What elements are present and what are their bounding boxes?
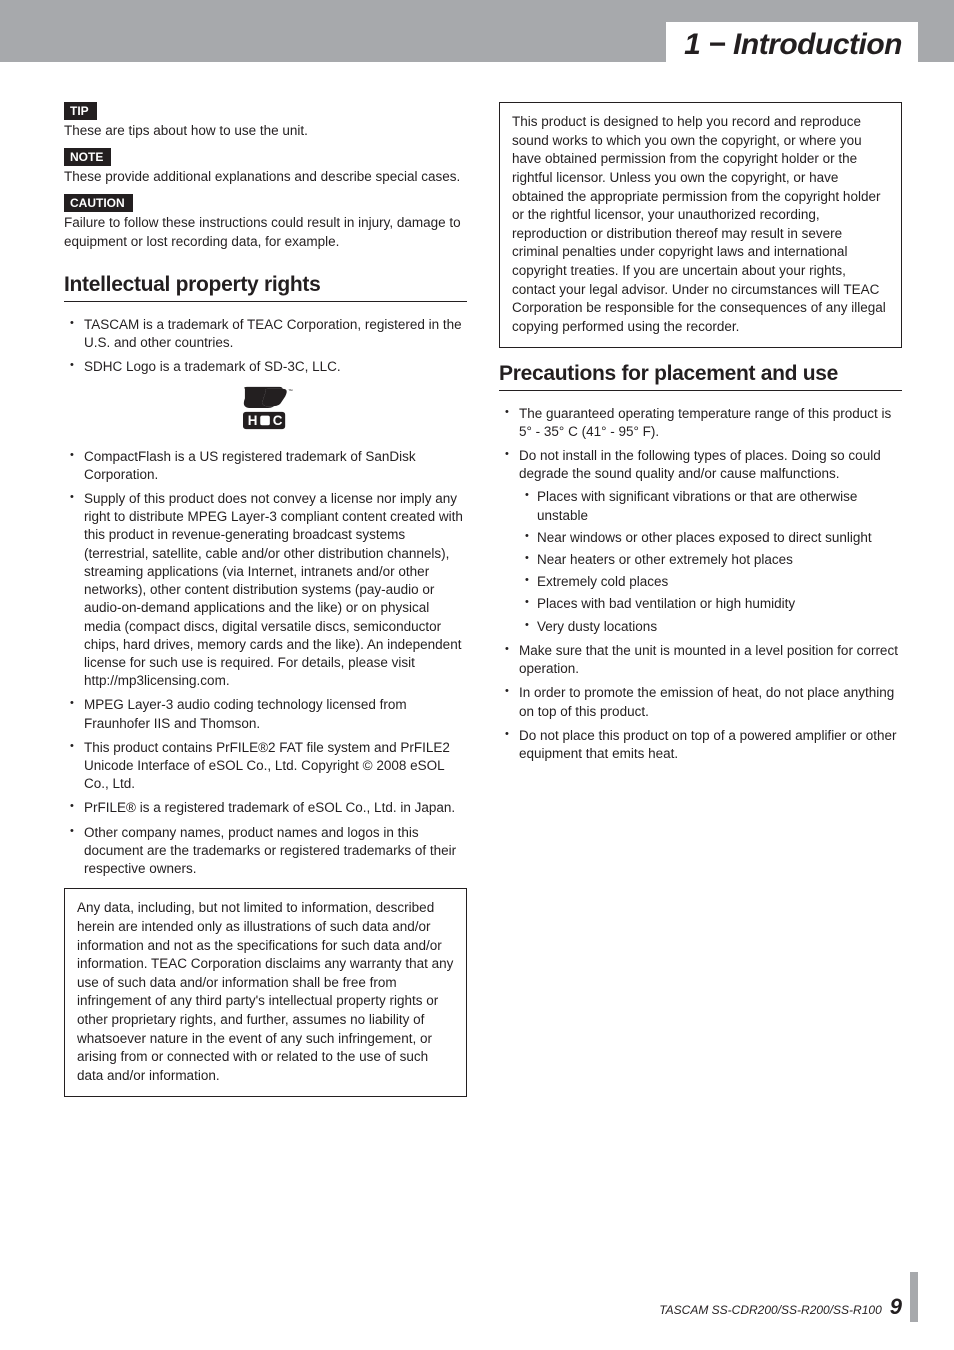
precautions-heading: Precautions for placement and use (499, 362, 902, 391)
page-number: 9 (890, 1294, 902, 1320)
caution-text: Failure to follow these instructions cou… (64, 214, 467, 250)
list-item: In order to promote the emission of heat… (501, 684, 902, 720)
list-item-text: Do not install in the following types of… (519, 448, 881, 481)
ipr-list-2: CompactFlash is a US registered trademar… (64, 448, 467, 879)
list-item: Places with significant vibrations or th… (521, 488, 902, 524)
page-content: TIP These are tips about how to use the … (0, 62, 954, 1262)
header-band: 1 − Introduction (0, 0, 954, 62)
disclaimer-box-2: This product is designed to help you rec… (499, 102, 902, 348)
tip-text: These are tips about how to use the unit… (64, 122, 467, 140)
caution-label: CAUTION (64, 194, 133, 212)
list-item: Do not install in the following types of… (501, 447, 902, 636)
list-item: This product contains PrFILE®2 FAT file … (66, 739, 467, 794)
header-title-box: 1 − Introduction (666, 22, 918, 62)
list-item: MPEG Layer-3 audio coding technology lic… (66, 696, 467, 732)
note-block: NOTE These provide additional explanatio… (64, 148, 467, 186)
list-item: Other company names, product names and l… (66, 824, 467, 879)
list-item: PrFILE® is a registered trademark of eSO… (66, 799, 467, 817)
list-item: SDHC Logo is a trademark of SD-3C, LLC. (66, 358, 467, 376)
precautions-sublist: Places with significant vibrations or th… (519, 488, 902, 636)
note-label: NOTE (64, 148, 111, 166)
svg-text:™: ™ (288, 388, 293, 394)
list-item: The guaranteed operating temperature ran… (501, 405, 902, 441)
list-item: Extremely cold places (521, 573, 902, 591)
list-item: Make sure that the unit is mounted in a … (501, 642, 902, 678)
list-item: Supply of this product does not convey a… (66, 490, 467, 690)
list-item: Do not place this product on top of a po… (501, 727, 902, 763)
footer-accent-bar (910, 1272, 918, 1322)
list-item: Very dusty locations (521, 618, 902, 636)
tip-block: TIP These are tips about how to use the … (64, 102, 467, 140)
list-item: Near windows or other places exposed to … (521, 529, 902, 547)
svg-text:H: H (247, 413, 257, 428)
list-item: Places with bad ventilation or high humi… (521, 595, 902, 613)
sdhc-logo: ™ H C (64, 385, 467, 436)
precautions-list: The guaranteed operating temperature ran… (499, 405, 902, 764)
ipr-heading: Intellectual property rights (64, 273, 467, 302)
disclaimer-box-1: Any data, including, but not limited to … (64, 888, 467, 1096)
list-item: CompactFlash is a US registered trademar… (66, 448, 467, 484)
caution-block: CAUTION Failure to follow these instruct… (64, 194, 467, 250)
footer: TASCAM SS-CDR200/SS-R200/SS-R100 9 (659, 1294, 902, 1320)
chapter-title: 1 − Introduction (684, 28, 902, 62)
svg-text:C: C (272, 413, 282, 428)
note-text: These provide additional explanations an… (64, 168, 467, 186)
list-item: Near heaters or other extremely hot plac… (521, 551, 902, 569)
footer-model: TASCAM SS-CDR200/SS-R200/SS-R100 (659, 1303, 882, 1317)
ipr-list-1: TASCAM is a trademark of TEAC Corporatio… (64, 316, 467, 377)
list-item: TASCAM is a trademark of TEAC Corporatio… (66, 316, 467, 352)
tip-label: TIP (64, 102, 97, 120)
